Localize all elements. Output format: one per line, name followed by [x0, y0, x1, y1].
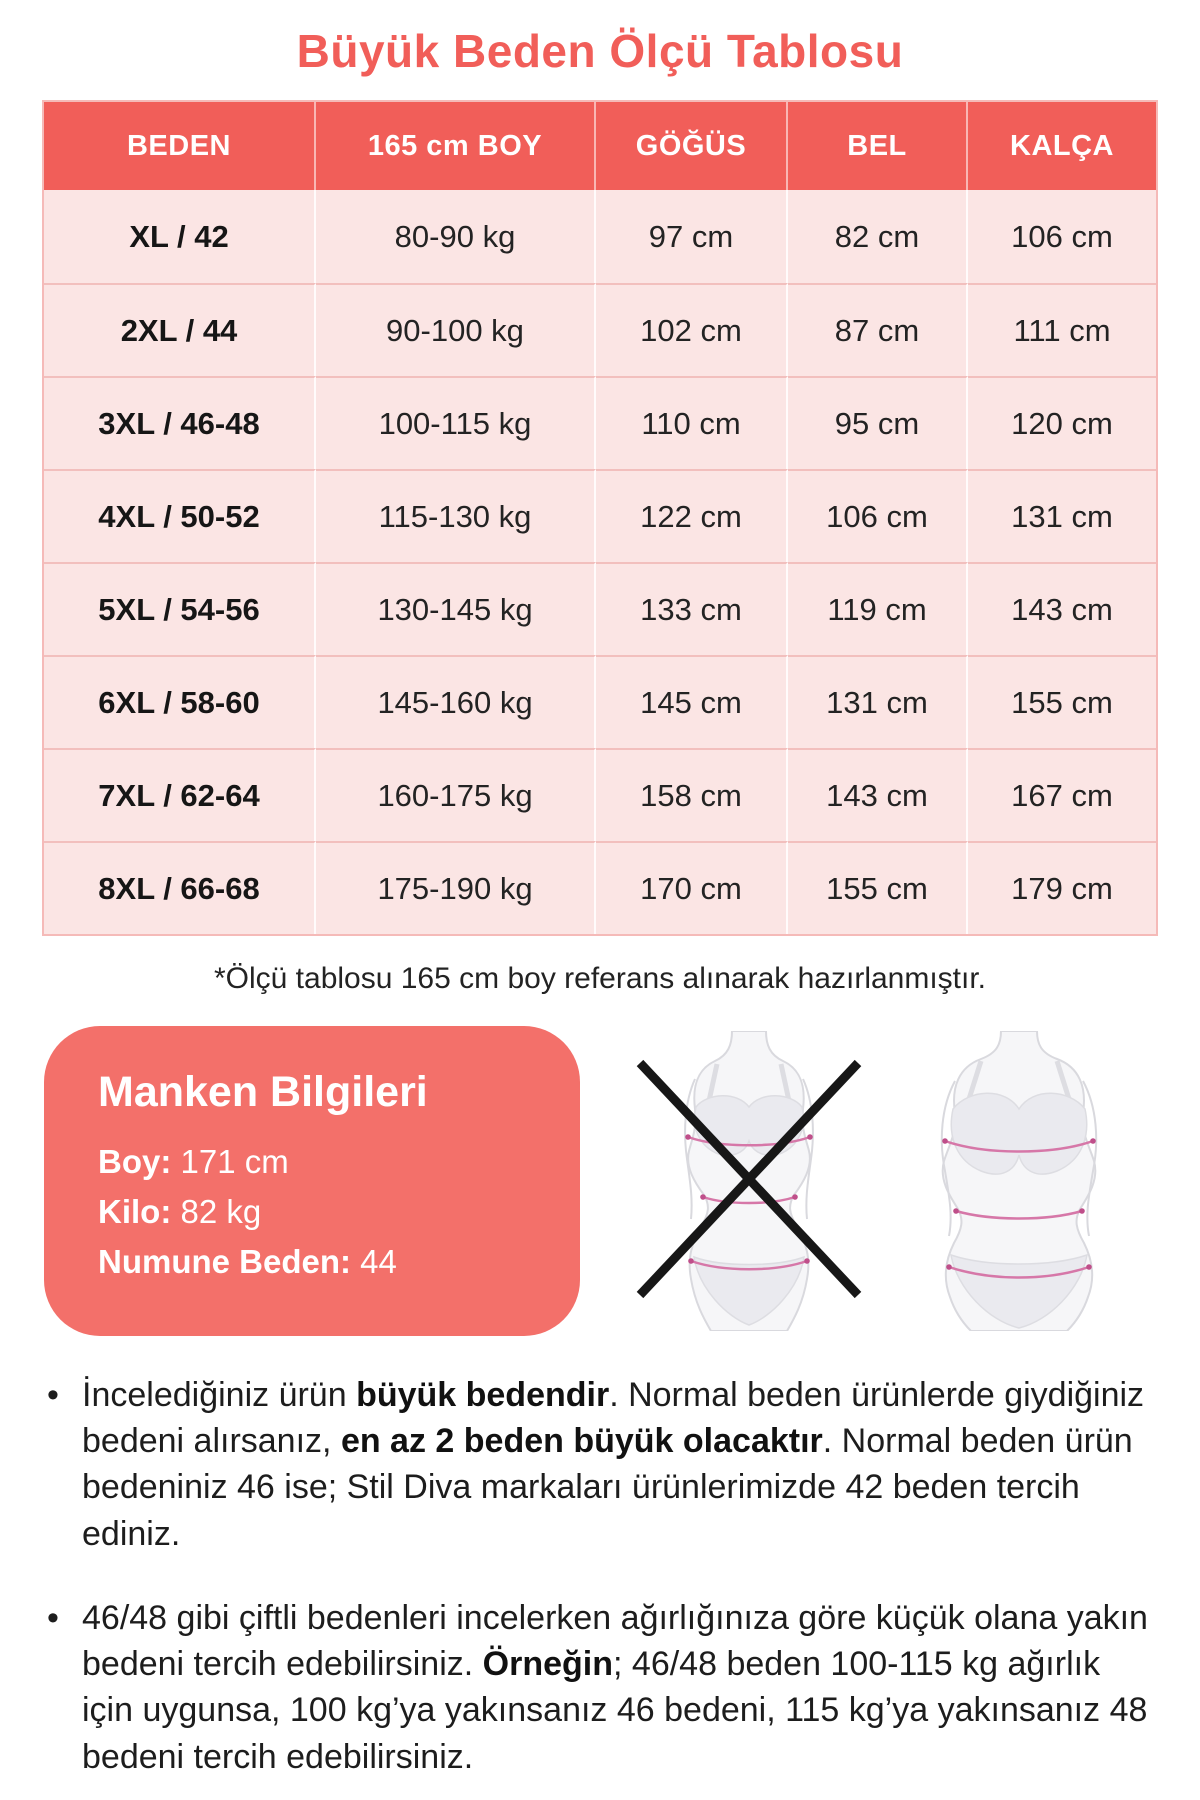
page-title: Büyük Beden Ölçü Tablosu — [296, 25, 904, 77]
size-table-body: XL / 42 80-90 kg 97 cm 82 cm 106 cm 2XL / 44 9… — [44, 190, 1156, 934]
x-cross-icon — [636, 1059, 862, 1299]
size-cell: XL / 42 — [44, 190, 316, 283]
figure-wrong-example — [622, 1031, 877, 1331]
model-info-title: Manken Bilgileri — [98, 1068, 428, 1116]
size-table-row: 2XL / 44 90-100 kg 102 cm 87 cm 111 cm — [44, 283, 1156, 376]
size-cell: 2XL / 44 — [44, 283, 316, 376]
size-cell: 4XL / 50-52 — [44, 469, 316, 562]
body-figures — [622, 1031, 1146, 1331]
measure-cell: 102 cm — [596, 283, 788, 376]
size-cell: 5XL / 54-56 — [44, 562, 316, 655]
size-table-row: 8XL / 66-68 175-190 kg 170 cm 155 cm 179 cm — [44, 841, 1156, 934]
size-cell: 8XL / 66-68 — [44, 841, 316, 934]
measure-cell: 145 cm — [596, 655, 788, 748]
notes-list: • İncelediğiniz ürün büyük bedendir. Norm… — [40, 1372, 1156, 1780]
column-header: BEL — [788, 102, 968, 190]
measure-cell: 170 cm — [596, 841, 788, 934]
size-cell: 6XL / 58-60 — [44, 655, 316, 748]
bullet-marker: • — [47, 1598, 59, 1637]
measure-cell: 100-115 kg — [316, 376, 596, 469]
measure-cell: 111 cm — [968, 283, 1156, 376]
measure-cell: 110 cm — [596, 376, 788, 469]
column-header: GÖĞÜS — [596, 102, 788, 190]
measure-cell: 131 cm — [788, 655, 968, 748]
figure-correct-example — [891, 1031, 1146, 1331]
measure-cell: 143 cm — [788, 748, 968, 841]
measure-cell: 97 cm — [596, 190, 788, 283]
size-cell: 7XL / 62-64 — [44, 748, 316, 841]
measure-cell: 179 cm — [968, 841, 1156, 934]
measure-cell: 106 cm — [788, 469, 968, 562]
measure-cell: 143 cm — [968, 562, 1156, 655]
size-table-row: 4XL / 50-52 115-130 kg 122 cm 106 cm 131 cm — [44, 469, 1156, 562]
measure-cell: 122 cm — [596, 469, 788, 562]
measure-cell: 133 cm — [596, 562, 788, 655]
column-header: 165 cm BOY — [316, 102, 596, 190]
bullet-marker: • — [47, 1376, 59, 1414]
model-info-card: Manken Bilgileri Boy: 171 cm Kilo: 82 kg N… — [44, 1026, 580, 1336]
measure-cell: 130-145 kg — [316, 562, 596, 655]
note-text: İncelediğiniz ürün büyük bedendir. Norma… — [82, 1376, 1145, 1553]
note-item: • 46/48 gibi çiftli bedenleri incelerken … — [40, 1595, 1156, 1780]
size-table-row: 5XL / 54-56 130-145 kg 133 cm 119 cm 143 cm — [44, 562, 1156, 655]
model-info-rows: Boy: 171 cm Kilo: 82 kg Numune Beden: 44 — [98, 1143, 560, 1281]
size-cell: 3XL / 46-48 — [44, 376, 316, 469]
size-table-row: 7XL / 62-64 160-175 kg 158 cm 143 cm 167 cm — [44, 748, 1156, 841]
size-table: BEDEN 165 cm BOY GÖĞÜS BEL KALÇA XL / 42 80-9… — [42, 100, 1158, 936]
measure-cell: 115-130 kg — [316, 469, 596, 562]
measure-cell: 90-100 kg — [316, 283, 596, 376]
table-footnote: *Ölçü tablosu 165 cm boy referans alınar… — [213, 962, 987, 995]
model-info-row: Boy: 171 cm — [98, 1143, 289, 1180]
measure-cell: 158 cm — [596, 748, 788, 841]
size-table-row: 3XL / 46-48 100-115 kg 110 cm 95 cm 120 cm — [44, 376, 1156, 469]
measure-cell: 175-190 kg — [316, 841, 596, 934]
size-table-row: XL / 42 80-90 kg 97 cm 82 cm 106 cm — [44, 190, 1156, 283]
measure-cell: 160-175 kg — [316, 748, 596, 841]
model-info-row: Numune Beden: 44 — [98, 1243, 397, 1280]
plus-body-figure — [940, 1031, 1098, 1331]
measure-cell: 119 cm — [788, 562, 968, 655]
model-section: Manken Bilgileri Boy: 171 cm Kilo: 82 kg N… — [44, 1026, 1200, 1336]
measure-cell: 155 cm — [968, 655, 1156, 748]
column-header: KALÇA — [968, 102, 1156, 190]
measure-cell: 155 cm — [788, 841, 968, 934]
measure-cell: 106 cm — [968, 190, 1156, 283]
measure-cell: 87 cm — [788, 283, 968, 376]
measure-cell: 167 cm — [968, 748, 1156, 841]
note-item: • İncelediğiniz ürün büyük bedendir. Norm… — [40, 1372, 1156, 1557]
model-info-row: Kilo: 82 kg — [98, 1193, 262, 1230]
column-header: BEDEN — [44, 102, 316, 190]
size-table-row: 6XL / 58-60 145-160 kg 145 cm 131 cm 155 cm — [44, 655, 1156, 748]
measure-cell: 95 cm — [788, 376, 968, 469]
measure-cell: 80-90 kg — [316, 190, 596, 283]
measure-cell: 131 cm — [968, 469, 1156, 562]
note-text: 46/48 gibi çiftli bedenleri incelerken a… — [82, 1598, 1148, 1776]
measure-cell: 145-160 kg — [316, 655, 596, 748]
measure-cell: 82 cm — [788, 190, 968, 283]
size-table-header-row: BEDEN 165 cm BOY GÖĞÜS BEL KALÇA — [44, 102, 1156, 190]
measure-cell: 120 cm — [968, 376, 1156, 469]
